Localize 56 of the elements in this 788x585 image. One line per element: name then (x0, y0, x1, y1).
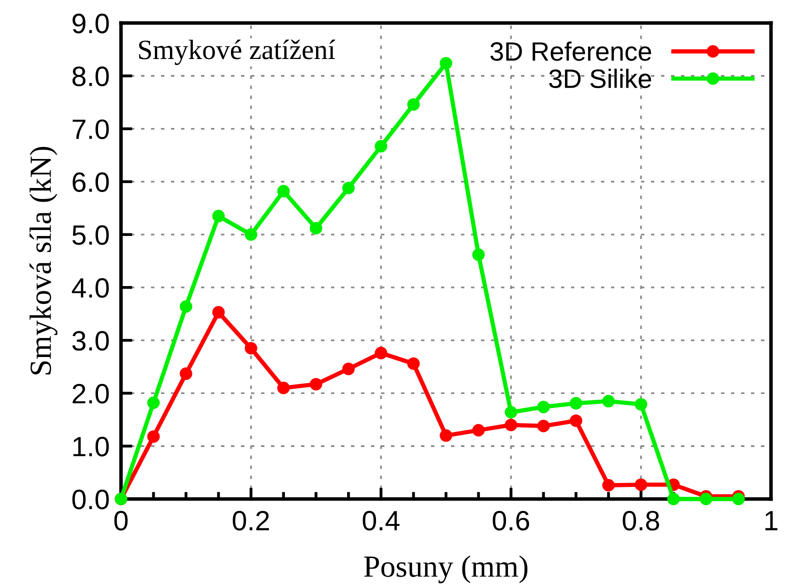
point (310, 378, 322, 390)
point (147, 396, 160, 409)
point (634, 398, 648, 411)
x-tick-label: 0 (114, 510, 128, 531)
point (440, 429, 452, 442)
point (180, 367, 192, 380)
point (374, 140, 388, 152)
y-tick-label: 8.0 (72, 66, 109, 86)
point (212, 210, 225, 222)
point (147, 430, 160, 443)
y-tick-label: 7.0 (72, 119, 109, 140)
y-axis-title: Smyková síla (kN) (30, 146, 58, 374)
y-tick-label: 4.0 (72, 278, 109, 298)
x-tick-label: 0.6 (492, 510, 530, 531)
text: Smykové zatížení (139, 40, 336, 65)
point (537, 420, 550, 432)
legend-label: 3D Silike (549, 68, 652, 88)
point (212, 306, 225, 319)
x-axis-title: Posuny (mm) (364, 555, 528, 584)
x-tick-label: 1 (765, 511, 778, 530)
point (244, 342, 258, 355)
point (342, 182, 355, 194)
point (602, 479, 615, 492)
point (634, 478, 648, 491)
point (472, 248, 485, 261)
point (570, 397, 582, 410)
point (277, 382, 290, 394)
y-tick-label: 6.0 (72, 172, 109, 192)
y-tick-label: 1.0 (73, 436, 109, 456)
legend-label: 3D Reference (490, 42, 652, 61)
point (310, 222, 322, 234)
point (602, 394, 615, 408)
y-tick-label: 5.0 (72, 225, 109, 245)
point (667, 492, 680, 506)
point (440, 56, 452, 70)
point (277, 184, 290, 198)
point (504, 418, 518, 432)
x-tick-label: 0.2 (232, 510, 269, 531)
x-tick-label: 0.4 (362, 510, 400, 531)
y-tick-label: 3.0 (72, 331, 109, 351)
point (374, 346, 388, 360)
y-tick-label: 2.0 (72, 384, 109, 404)
point (570, 414, 582, 427)
point (407, 98, 420, 111)
point (700, 492, 712, 506)
point (504, 406, 518, 419)
point (180, 300, 192, 313)
point (472, 424, 485, 436)
point (342, 362, 355, 376)
y-tick-label: 0.0 (72, 490, 109, 510)
point (244, 228, 258, 241)
point (537, 400, 550, 414)
point (732, 492, 745, 506)
y-tick-label: 9.0 (72, 14, 109, 34)
x-tick-label: 0.8 (622, 510, 660, 531)
point (407, 357, 420, 370)
